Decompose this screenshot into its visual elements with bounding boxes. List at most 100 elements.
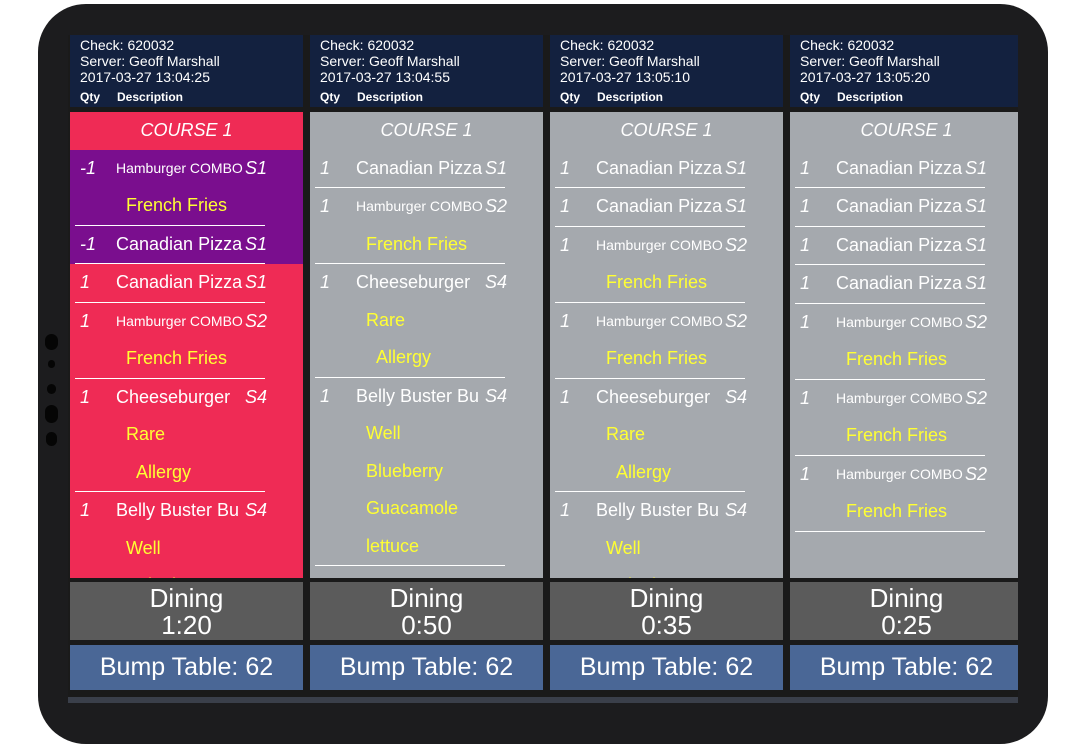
bump-button[interactable]: Bump Table: 62 [70,645,303,690]
item-separator [555,225,745,227]
item-modifier: Well [366,423,401,443]
item-qty: 1 [800,157,811,178]
header-server: Server: Geoff Marshall [560,53,700,69]
order-item: 1 Canadian Pizza S1 [790,149,1018,188]
header-check: Check: 620032 [80,37,175,53]
ticket-header: Check: 620032 Server: Geoff Marshall 2017-… [310,35,543,107]
item-row: 1 Hamburger COMBO S2 [550,303,783,341]
item-row: 1 Cheeseburger S4 [70,379,303,417]
item-name: Belly Buster Bu [356,385,480,406]
item-seat: S2 [724,234,747,255]
item-name: Cheeseburger [116,386,231,407]
ticket-status: Dining 0:50 [310,582,543,640]
item-row: 1 Hamburger COMBO S2 [70,303,303,341]
bottom-strip [68,697,1018,703]
item-seat: S2 [484,196,507,216]
elapsed-time: 0:50 [401,610,452,640]
item-name: Canadian Pizza [836,234,963,255]
ticket-header: Check: 620032 Server: Geoff Marshall 2017-… [550,35,783,107]
order-item: 1 Hamburger COMBO S2 French Fries [790,455,1018,532]
item-separator [315,187,505,188]
item-separator [75,491,265,492]
item-modifier: French Fries [846,425,948,445]
bump-button[interactable]: Bump Table: 62 [310,645,543,690]
item-name: Canadian Pizza [596,157,723,178]
item-seat: S1 [484,157,507,178]
header-check: Check: 620032 [560,37,655,53]
ticket-header: Check: 620032 Server: Geoff Marshall 2017-… [790,35,1018,107]
item-seat: S1 [724,196,747,216]
item-qty: 1 [560,310,571,331]
screen: Check: 620032 Server: Geoff Marshall 2017-… [68,35,1018,703]
item-seat: S1 [964,273,987,293]
ticket-body: COURSE 1 1 Canadian Pizza S1 1 Canadian Pizza… [790,112,1018,578]
item-row: -1 Hamburger COMBO S1 [70,150,303,188]
elapsed-time: 0:25 [881,610,932,640]
side-button [48,360,55,368]
order-item: 1 Cheeseburger S4 Rare Allergy [310,264,543,378]
item-modifier: Rare [366,309,406,330]
item-separator [315,263,505,264]
item-modifier: Guacamole [366,498,459,518]
order-item: 1 Canadian Pizza S1 [790,188,1018,227]
item-separator [75,377,265,379]
item-separator [795,530,985,532]
item-name: Canadian Pizza [836,196,963,216]
order-item: 1 Hamburger COMBO S2 French Fries [310,188,543,264]
order-item: 1 Canadian Pizza S1 [790,265,1018,304]
order-item: 1 Cheeseburger S4 Rare Allergy [70,378,303,492]
ticket-body: COURSE 1 1 Canadian Pizza S1 1 Hamburger COMB… [310,112,543,578]
elapsed-time: 1:20 [161,610,212,640]
order-item: 1 Hamburger COMBO S2 French Fries [790,379,1018,456]
item-seat: S4 [724,386,747,407]
item-modifier: Allergy [376,347,432,367]
item-modifier: Allergy [136,461,192,482]
item-separator [795,225,985,227]
item-row: 1 Belly Buster Bu S4 [310,378,543,416]
item-row: 1 Canadian Pizza S1 [310,150,543,188]
description-heading: Description [357,90,424,104]
item-seat: S4 [484,272,507,292]
item-name: Hamburger COMBO [596,236,723,253]
item-modifier: lettuce [366,535,420,556]
order-item: 1 Canadian Pizza S1 [790,226,1018,265]
ticket-status: Dining 0:25 [790,582,1018,640]
course-label: COURSE 1 [790,112,1018,150]
item-modifier: French Fries [366,233,468,254]
item-name: Canadian Pizza [116,272,243,292]
header-check: Check: 620032 [320,37,415,53]
item-modifier: Blueberry [366,460,444,481]
bump-button[interactable]: Bump Table: 62 [550,645,783,690]
item-modifier: French Fries [606,348,708,368]
item-row: -1 Canadian Pizza S1 [70,226,303,264]
item-modifier: Blueberry [70,567,303,578]
item-row: 1 Canadian Pizza S1 [550,150,783,188]
item-qty: -1 [80,157,97,178]
item-row: 1 Cheeseburger S4 [550,379,783,417]
status-label: Dining [869,583,944,613]
item-name: Hamburger COMBO [836,313,963,330]
item-seat: S2 [244,310,267,331]
item-qty: 1 [560,196,571,216]
ticket-column: Check: 620032 Server: Geoff Marshall 2017-… [70,35,303,703]
item-qty: 1 [80,272,91,292]
header-server: Server: Geoff Marshall [80,53,220,69]
item-separator [795,454,985,456]
ticket-status: Dining 0:35 [550,582,783,640]
order-item: -1 Canadian Pizza S1 [70,225,303,264]
order-item: 1 Canadian Pizza S1 [550,149,783,188]
item-qty: 1 [800,463,811,484]
item-seat: S1 [964,157,987,178]
order-item: 1 Hamburger COMBO S2 French Fries [70,302,303,379]
order-item: 1 Hamburger COMBO S2 French Fries [790,303,1018,380]
order-item: 1 Hamburger COMBO S2 French Fries [550,302,783,379]
bump-button[interactable]: Bump Table: 62 [790,645,1018,690]
item-name: Belly Buster Bu [116,500,240,520]
item-qty: 1 [800,196,811,216]
item-qty: 1 [320,157,331,178]
item-name: Hamburger COMBO [836,465,963,482]
description-heading: Description [597,90,664,104]
item-name: Hamburger COMBO [116,159,243,176]
